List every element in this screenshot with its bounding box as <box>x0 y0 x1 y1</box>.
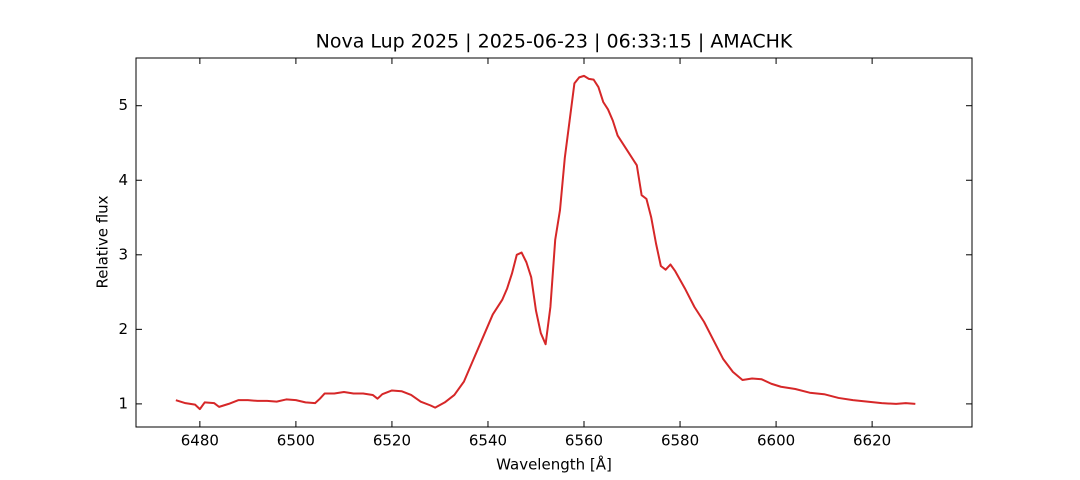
x-tick-label: 6560 <box>565 432 603 450</box>
y-tick-label: 3 <box>118 245 128 263</box>
x-tick-label: 6600 <box>757 432 795 450</box>
y-tick-label: 4 <box>118 171 128 189</box>
x-tick-label: 6580 <box>661 432 699 450</box>
chart-title: Nova Lup 2025 | 2025-06-23 | 06:33:15 | … <box>316 31 793 53</box>
y-tick-label: 5 <box>118 96 128 114</box>
x-tick-label: 6480 <box>181 432 219 450</box>
spectrum-line <box>175 74 916 411</box>
x-tick-label: 6500 <box>277 432 315 450</box>
y-axis-label: Relative flux <box>94 195 112 288</box>
plot-frame <box>135 57 973 428</box>
x-axis-label: Wavelength [Å] <box>496 455 612 474</box>
x-tick-label: 6620 <box>853 432 891 450</box>
y-tick-label: 1 <box>118 394 128 412</box>
y-tick-label: 2 <box>118 320 128 338</box>
x-tick-label: 6540 <box>469 432 507 450</box>
x-tick-label: 6520 <box>373 432 411 450</box>
